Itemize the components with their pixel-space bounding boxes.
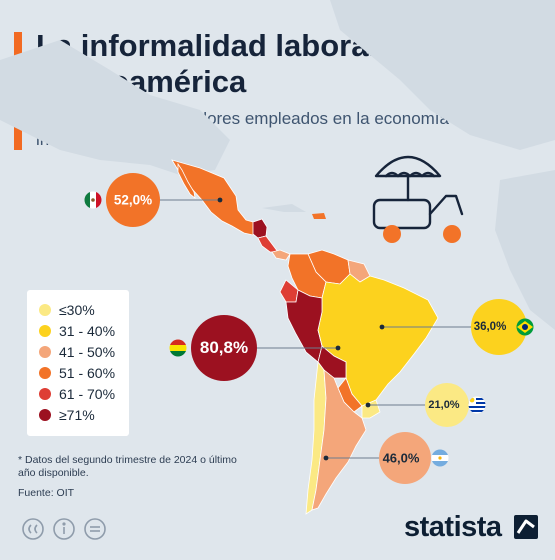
callout-value-uruguay: 21,0% — [428, 399, 460, 411]
footnote: * Datos del segundo trimestre de 2024 o … — [18, 454, 237, 479]
brand-name: statista — [404, 510, 502, 543]
legend-item: 61 - 70% — [39, 384, 115, 404]
legend-swatch — [39, 325, 51, 337]
legend-item: 41 - 50% — [39, 342, 115, 362]
callout-value-argentina: 46,0% — [382, 450, 420, 466]
source: Fuente: OIT — [18, 487, 75, 499]
bubble-mexico — [106, 173, 160, 227]
creative-commons-icon — [22, 518, 44, 540]
bubble-bolivia — [191, 315, 257, 381]
no-derivatives-icon — [84, 518, 106, 540]
country-mexico — [171, 159, 261, 236]
country-mexico-baja — [177, 162, 196, 199]
brazil-flag-icon — [516, 318, 534, 336]
legend: ≤30% 31 - 40% 41 - 50% 51 - 60% 61 - 70%… — [27, 290, 129, 436]
legend-label: ≥71% — [59, 407, 95, 423]
ice-cream-cart-icon — [372, 155, 464, 243]
legend-label: 41 - 50% — [59, 344, 116, 360]
license-icons — [22, 518, 106, 540]
country-bolivia — [317, 329, 347, 379]
legend-item: ≤30% — [39, 300, 95, 320]
leader-dots — [217, 197, 385, 461]
country-hispaniola — [312, 213, 326, 219]
legend-swatch — [39, 388, 51, 400]
brand: statista — [404, 509, 544, 545]
callout-value-bolivia: 80,8% — [199, 338, 249, 357]
legend-swatch — [39, 409, 51, 421]
argentina-flag-icon — [431, 449, 449, 467]
legend-item: 51 - 60% — [39, 363, 115, 383]
legend-label: 61 - 70% — [59, 386, 116, 402]
legend-swatch — [39, 367, 51, 379]
mexico-flag-icon — [84, 191, 102, 209]
country-cuba — [262, 204, 306, 212]
legend-item: 31 - 40% — [39, 321, 115, 341]
bubble-brazil — [471, 299, 527, 355]
legend-label: 31 - 40% — [59, 323, 116, 339]
uruguay-flag-icon — [468, 396, 486, 414]
legend-item: ≥71% — [39, 405, 95, 425]
bolivia-flag-icon — [169, 339, 187, 357]
region-central-america — [252, 218, 268, 239]
background-world — [0, 0, 555, 330]
legend-swatch — [39, 304, 51, 316]
callout-value-mexico: 52,0% — [113, 192, 153, 208]
attribution-icon — [53, 518, 75, 540]
country-central-america-south — [257, 235, 279, 253]
legend-label: ≤30% — [59, 302, 95, 318]
leader-lines — [158, 199, 476, 459]
legend-swatch — [39, 346, 51, 358]
bubble-uruguay — [425, 383, 469, 427]
callout-value-brazil: 36,0% — [473, 321, 507, 333]
country-costa-rica-panama — [271, 249, 291, 261]
legend-label: 51 - 60% — [59, 365, 116, 381]
statista-logo-icon — [514, 515, 538, 539]
country-argentina — [311, 369, 367, 511]
bubble-argentina — [379, 432, 431, 484]
